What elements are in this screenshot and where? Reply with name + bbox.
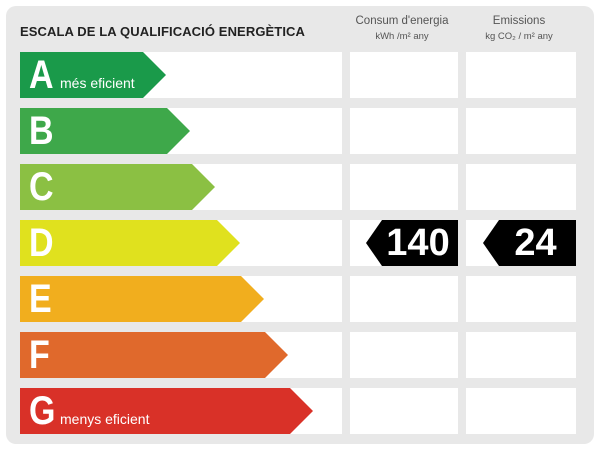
rating-arrow-d: D xyxy=(20,220,240,266)
consumption-column-title: Consum d'energia xyxy=(355,15,449,27)
rating-arrow-a: A més eficient xyxy=(20,52,166,98)
rating-letter: F xyxy=(29,333,50,377)
rating-arrow-g: G menys eficient xyxy=(20,388,313,434)
rating-letter: A xyxy=(29,53,54,97)
emissions-cell xyxy=(466,52,576,98)
emissions-column-title: Emissions xyxy=(492,15,546,27)
consumption-cell xyxy=(350,164,458,210)
consumption-cell xyxy=(350,52,458,98)
consumption-cell xyxy=(350,332,458,378)
rating-letter: D xyxy=(29,221,54,265)
emissions-column-unit: kg CO₂ / m² any xyxy=(485,30,553,42)
consumption-value-badge: 140 xyxy=(366,220,458,266)
rating-sublabel: més eficient xyxy=(60,75,135,91)
emissions-cell xyxy=(466,332,576,378)
scale-title: ESCALA DE LA QUALIFICACIÓ ENERGÈTICA xyxy=(20,24,306,39)
rating-letter: C xyxy=(29,165,54,209)
consumption-cell xyxy=(350,388,458,434)
consumption-cell xyxy=(350,276,458,322)
consumption-value: 140 xyxy=(386,222,450,264)
emissions-value: 24 xyxy=(514,222,557,264)
rating-arrow-f: F xyxy=(20,332,288,378)
emissions-cell xyxy=(466,388,576,434)
rating-letter: G xyxy=(29,389,56,433)
rating-arrow-b: B xyxy=(20,108,190,154)
rating-letter: E xyxy=(29,277,52,321)
consumption-column-unit: kWh /m² any xyxy=(375,30,429,42)
emissions-value-badge: 24 xyxy=(483,220,576,266)
rating-letter: B xyxy=(29,109,54,153)
emissions-column-header: Emissions kg CO₂ / m² any xyxy=(464,13,574,43)
consumption-cell xyxy=(350,108,458,154)
rating-arrow-e: E xyxy=(20,276,264,322)
emissions-cell xyxy=(466,108,576,154)
rating-sublabel: menys eficient xyxy=(60,411,150,427)
rating-arrow-c: C xyxy=(20,164,215,210)
emissions-cell xyxy=(466,276,576,322)
consumption-column-header: Consum d'energia kWh /m² any xyxy=(348,13,456,43)
emissions-cell xyxy=(466,164,576,210)
